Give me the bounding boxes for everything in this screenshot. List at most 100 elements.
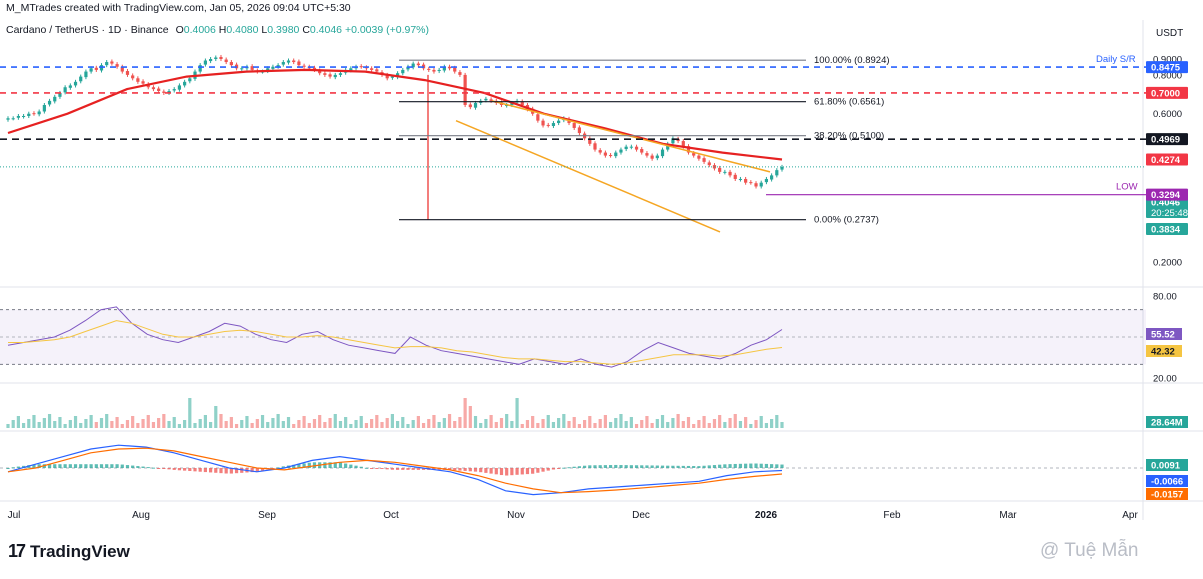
volume-bar: [157, 418, 161, 428]
macd-histogram-bar: [208, 468, 213, 473]
macd-histogram-bar: [432, 468, 436, 470]
candle-body: [281, 62, 285, 65]
volume-bar: [541, 419, 545, 428]
macd-histogram-bar: [416, 468, 420, 470]
volume-bar: [131, 416, 135, 428]
volume-bar: [634, 424, 639, 428]
candle-body: [229, 62, 233, 66]
candle-body: [214, 57, 218, 59]
volume-bar: [536, 423, 540, 428]
volume-bar: [608, 422, 613, 428]
volume-bar: [427, 419, 431, 428]
volume-bar: [250, 423, 254, 428]
candle-body: [89, 68, 93, 72]
candle-body: [94, 67, 98, 70]
volume-bar: [364, 423, 369, 428]
macd-histogram-bar: [468, 468, 472, 472]
volume-bar: [255, 419, 259, 428]
price-badge: [1146, 61, 1188, 74]
volume-bar: [640, 420, 644, 428]
volume-bar: [603, 415, 607, 428]
macd-histogram-bar: [447, 468, 452, 470]
volume-bar: [489, 415, 493, 428]
macd-histogram-bar: [328, 462, 332, 468]
volume-bar: [260, 415, 265, 428]
macd-histogram-bar: [723, 464, 727, 468]
candle-body: [183, 81, 187, 86]
price-level-label: 38.20% (0.5100): [814, 131, 884, 142]
volume-bar: [723, 422, 727, 428]
candle-body: [666, 143, 670, 150]
candle-body: [557, 120, 561, 124]
candle-body: [593, 143, 597, 150]
candle-body: [432, 69, 436, 72]
rsi-line: [7, 306, 783, 368]
price-axis-tick: 0.9000: [1153, 55, 1182, 66]
macd-histogram-bar: [707, 465, 711, 468]
candle-body: [286, 60, 291, 63]
volume-bar: [105, 414, 109, 428]
volume-bar: [749, 424, 753, 428]
macd-histogram-bar: [536, 468, 540, 473]
macd-histogram-bar: [188, 468, 192, 471]
time-axis-tick: Feb: [883, 510, 901, 521]
macd-histogram-bar: [370, 468, 374, 469]
candle-body: [463, 74, 467, 106]
volume-bar: [463, 398, 467, 428]
macd-histogram-bar: [58, 464, 62, 468]
macd-histogram-bar: [484, 468, 488, 473]
volume-bar: [53, 421, 57, 428]
volume-bar: [323, 422, 327, 428]
candle-body: [427, 68, 431, 70]
candle-body: [473, 102, 478, 108]
volume-bar: [614, 418, 618, 428]
macd-histogram-bar: [84, 464, 88, 468]
candle-body: [660, 149, 665, 157]
candle-body: [110, 61, 114, 64]
volume-bar: [79, 423, 83, 428]
macd-histogram-bar: [6, 468, 10, 469]
candle-body: [203, 60, 207, 65]
candle-body: [266, 68, 270, 72]
macd-histogram-bar: [557, 468, 561, 469]
volume-bar: [780, 422, 784, 428]
volume-bar: [297, 420, 301, 428]
candle-body: [733, 174, 737, 179]
volume-bar: [401, 417, 405, 428]
tradingview-logo-icon: 17: [8, 541, 26, 561]
time-axis-tick: Dec: [632, 510, 650, 521]
candle-body: [447, 66, 452, 69]
macd-histogram-bar: [697, 466, 701, 468]
macd-histogram-bar: [380, 468, 384, 470]
volume-bar: [718, 415, 722, 428]
candle-body: [744, 178, 748, 183]
volume-bar: [177, 424, 182, 428]
tradingview-logo[interactable]: 17 TradingView: [8, 541, 130, 562]
volume-bar: [110, 421, 114, 428]
volume-bar: [16, 416, 20, 428]
low-value: 0.3980: [267, 24, 300, 36]
macd-group: 0.0091 -0.0066 -0.0157: [0, 444, 1188, 501]
price-axis-tick: 0.8000: [1153, 70, 1182, 81]
macd-histogram-bar: [473, 468, 478, 472]
volume-bar: [224, 421, 228, 428]
volume-bar: [593, 423, 597, 428]
volume-bar: [697, 420, 701, 428]
symbol-legend[interactable]: Cardano / TetherUS · 1D · Binance O0.400…: [6, 24, 429, 36]
volume-bar: [764, 423, 769, 428]
candle-body: [681, 141, 685, 147]
volume-bar: [73, 416, 78, 428]
rsi-badge: [1146, 328, 1182, 340]
macd-histogram-bar: [728, 464, 732, 468]
macd-histogram-bar: [645, 465, 649, 468]
volume-bar: [318, 415, 322, 428]
volume-bar: [468, 406, 472, 428]
macd-histogram-bar: [650, 465, 654, 468]
macd-histogram-bar: [37, 464, 41, 468]
candle-body: [312, 67, 317, 70]
macd-histogram-bar: [11, 467, 15, 469]
volume-bar: [473, 416, 478, 428]
macd-histogram-bar: [359, 466, 363, 468]
macd-histogram-bar: [593, 465, 597, 468]
